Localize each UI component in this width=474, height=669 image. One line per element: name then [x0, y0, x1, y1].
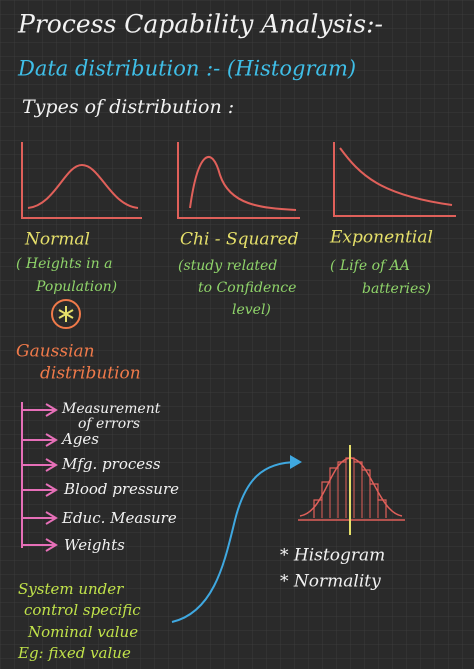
example: Weights	[64, 536, 125, 554]
title: Process Capability Analysis:-	[17, 10, 383, 39]
heading: Types of distribution :	[22, 96, 234, 118]
example: of errors	[78, 416, 140, 432]
distribution-note: ( Life of AA	[330, 258, 410, 274]
histogram-label: * Histogram	[280, 546, 385, 566]
distribution-note: batteries)	[362, 281, 431, 297]
gaussian-label: distribution	[40, 364, 141, 384]
example-arrows	[21, 402, 58, 552]
example: Ages	[60, 430, 99, 448]
distribution-note: (study related	[178, 258, 277, 274]
exponential-sketch	[333, 142, 456, 217]
conclusion: control specific	[24, 601, 141, 619]
histogram-label: * Normality	[280, 572, 381, 592]
gaussian-label: Gaussian	[16, 342, 95, 362]
distribution-name: Exponential	[329, 228, 433, 248]
distribution-note: to Confidence	[198, 280, 296, 296]
subtitle: Data distribution :- (Histogram)	[17, 57, 356, 81]
distribution-name: Normal	[24, 230, 90, 250]
example: Educ. Measure	[61, 509, 177, 527]
chi-squared-sketch	[177, 142, 300, 219]
distribution-name: Chi - Squared	[180, 230, 299, 250]
conclusion: Eg: fixed value	[17, 644, 131, 662]
distribution-note: level)	[232, 302, 271, 318]
example: Measurement	[61, 401, 161, 417]
distribution-note: Population)	[35, 279, 117, 295]
asterisk-icon	[51, 299, 81, 329]
example: Blood pressure	[63, 480, 179, 498]
normal-sketch	[21, 142, 142, 219]
conclusion: Nominal value	[27, 623, 138, 641]
histogram-sketch	[298, 445, 405, 535]
example: Mfg. process	[61, 455, 161, 473]
distribution-note: ( Heights in a	[16, 256, 112, 272]
conclusion: System under	[18, 580, 124, 598]
connector-arrow	[171, 455, 302, 623]
